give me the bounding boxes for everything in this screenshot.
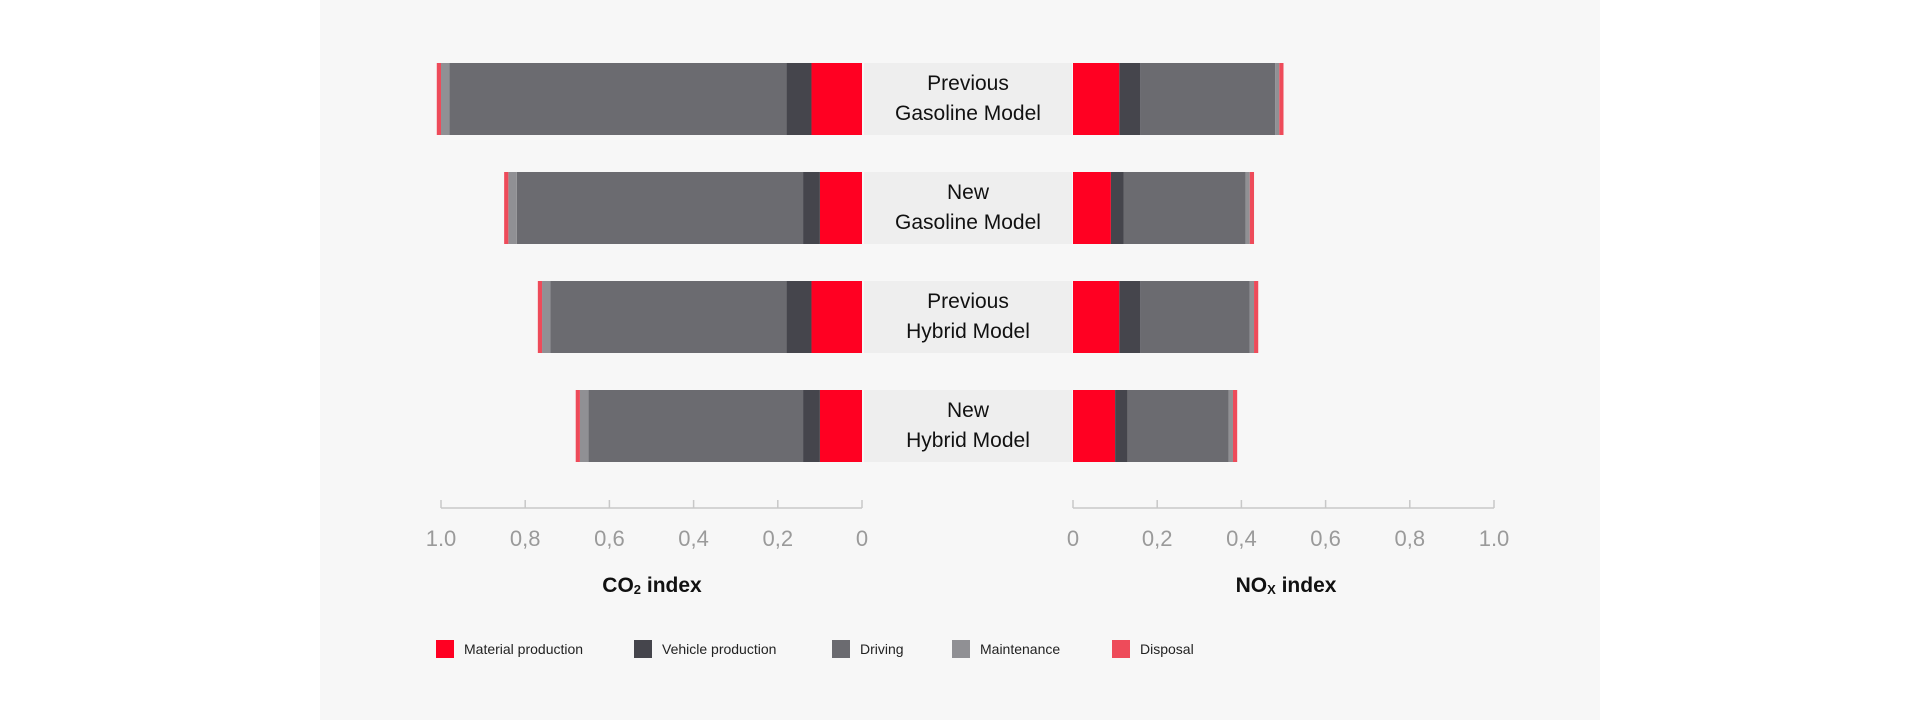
nox-bar-vehicle-3 <box>1115 390 1128 462</box>
co2-axis-title-rest: index <box>641 574 702 597</box>
nox-bar-material-1 <box>1073 172 1111 244</box>
nox-bar-material-2 <box>1073 281 1120 353</box>
legend-swatch-vehicle <box>634 640 652 658</box>
co2-axis-tick-label-2: 0,6 <box>594 526 625 551</box>
category-label-1: New Gasoline Model <box>864 172 1072 244</box>
category-label-2-line1: Previous <box>927 290 1009 313</box>
legend-label-material: Material production <box>464 641 584 657</box>
nox-axis-tick-label-2: 0,4 <box>1226 526 1257 551</box>
co2-bar-driving-3 <box>588 390 804 462</box>
co2-axis-title: CO2 index <box>602 574 701 598</box>
nox-axis-tick-label-3: 0,6 <box>1310 526 1341 551</box>
co2-bar-maintenance-3 <box>579 390 589 462</box>
nox-bar-vehicle-0 <box>1119 63 1141 135</box>
legend-item-vehicle: Vehicle production <box>634 640 802 658</box>
co2-axis-tick-label-5: 0 <box>856 526 868 551</box>
category-label-2-line2: Hybrid Model <box>906 320 1030 343</box>
legend-label-disposal: Disposal <box>1140 641 1194 657</box>
category-label-3-line1: New <box>946 399 989 422</box>
category-label-3: New Hybrid Model <box>864 390 1072 462</box>
nox-bar-maintenance-3 <box>1228 390 1233 462</box>
nox-axis-title: NOX index <box>1236 574 1337 598</box>
legend-item-material: Material production <box>436 640 604 658</box>
nox-bar-disposal-0 <box>1279 63 1284 135</box>
nox-axis-tick-label-0: 0 <box>1067 526 1079 551</box>
nox-axis-title-sub: X <box>1267 582 1276 597</box>
category-label-1-line2: Gasoline Model <box>895 211 1041 234</box>
co2-bar-driving-1 <box>516 172 804 244</box>
nox-axis-tick-label-1: 0,2 <box>1142 526 1173 551</box>
legend: Material production Vehicle production D… <box>436 640 1224 658</box>
legend-label-maintenance: Maintenance <box>980 641 1061 657</box>
legend-item-maintenance: Maintenance <box>952 640 1082 658</box>
nox-bar-driving-0 <box>1140 63 1276 135</box>
nox-bar-vehicle-2 <box>1119 281 1141 353</box>
nox-bar-disposal-2 <box>1254 281 1259 353</box>
nox-bar-driving-2 <box>1140 281 1250 353</box>
co2-axis-tick-label-1: 0,8 <box>510 526 541 551</box>
legend-label-driving: Driving <box>860 641 904 657</box>
co2-bar-material-3 <box>819 390 862 462</box>
legend-swatch-driving <box>832 640 850 658</box>
co2-bar-driving-0 <box>449 63 787 135</box>
co2-axis-tick-label-4: 0,2 <box>763 526 794 551</box>
nox-bar-disposal-1 <box>1249 172 1255 244</box>
category-label-3-line2: Hybrid Model <box>906 429 1030 452</box>
nox-axis-tick-label-4: 0,8 <box>1395 526 1426 551</box>
co2-bar-driving-2 <box>550 281 787 353</box>
co2-bar-disposal-0 <box>436 63 441 135</box>
co2-bar-disposal-2 <box>537 281 543 353</box>
co2-bar-vehicle-2 <box>786 281 812 353</box>
nox-bar-driving-1 <box>1123 172 1246 244</box>
co2-bar-material-0 <box>811 63 862 135</box>
nox-bar-maintenance-1 <box>1245 172 1250 244</box>
legend-label-vehicle: Vehicle production <box>662 641 777 657</box>
co2-axis-tick-label-0: 1.0 <box>426 526 457 551</box>
category-label-1-line1: New <box>946 181 989 204</box>
co2-bar-material-1 <box>819 172 862 244</box>
legend-swatch-material <box>436 640 454 658</box>
category-label-0-line2: Gasoline Model <box>895 102 1041 125</box>
legend-swatch-disposal <box>1112 640 1130 658</box>
nox-bar-vehicle-1 <box>1110 172 1124 244</box>
co2-bar-maintenance-0 <box>441 63 450 135</box>
category-label-0-line1: Previous <box>927 72 1009 95</box>
co2-bar-vehicle-1 <box>803 172 820 244</box>
nox-axis-tick-label-5: 1.0 <box>1479 526 1510 551</box>
nox-bar-material-3 <box>1073 390 1116 462</box>
co2-axis-tick-label-3: 0,4 <box>678 526 709 551</box>
nox-axis-title-rest: index <box>1275 574 1337 597</box>
nox-bar-maintenance-0 <box>1275 63 1280 135</box>
nox-axis-title-main: NO <box>1235 574 1268 597</box>
co2-bar-disposal-3 <box>575 390 580 462</box>
category-label-0: Previous Gasoline Model <box>864 63 1072 135</box>
co2-axis-title-main: CO <box>602 574 634 597</box>
nox-bar-material-0 <box>1073 63 1120 135</box>
co2-bar-disposal-1 <box>504 172 509 244</box>
nox-bar-disposal-3 <box>1232 390 1238 462</box>
co2-bar-maintenance-2 <box>542 281 551 353</box>
legend-item-driving: Driving <box>832 640 922 658</box>
legend-swatch-maintenance <box>952 640 970 658</box>
co2-bar-maintenance-1 <box>508 172 517 244</box>
co2-bar-vehicle-3 <box>803 390 820 462</box>
nox-bar-maintenance-2 <box>1249 281 1255 353</box>
nox-bar-driving-3 <box>1127 390 1229 462</box>
legend-item-disposal: Disposal <box>1112 640 1194 658</box>
co2-axis-title-sub: 2 <box>633 582 642 597</box>
co2-bar-material-2 <box>811 281 862 353</box>
category-label-2: Previous Hybrid Model <box>864 281 1072 353</box>
co2-bar-vehicle-0 <box>786 63 812 135</box>
